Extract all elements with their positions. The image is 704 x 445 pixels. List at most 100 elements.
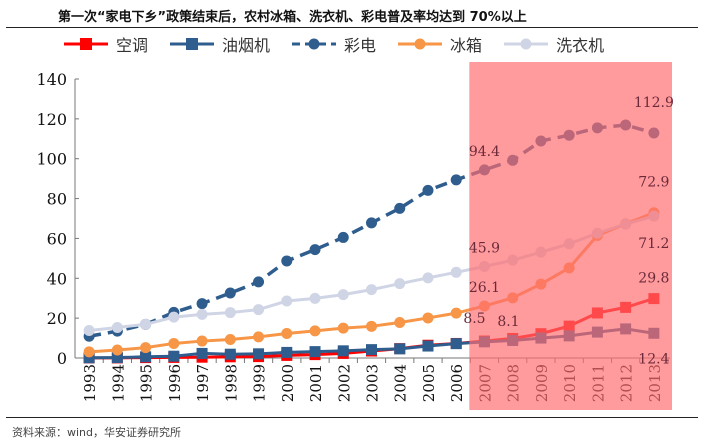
x-tick-label: 1998 [222, 364, 240, 402]
y-tick-label: 100 [36, 150, 67, 169]
data-label: 12.4 [638, 351, 669, 367]
x-tick-label: 2003 [364, 364, 382, 402]
data-point [83, 324, 95, 336]
data-point [366, 284, 377, 296]
data-point [224, 348, 236, 360]
data-point [394, 317, 406, 329]
data-point [253, 331, 265, 343]
highlight-region [469, 62, 672, 410]
source-note: 资料来源：wind，华安证券研究所 [12, 426, 182, 439]
legend-label: 空调 [116, 36, 149, 55]
data-point [140, 351, 152, 363]
data-point [111, 344, 123, 356]
data-point [309, 244, 321, 256]
x-tick-label: 1997 [194, 364, 212, 402]
data-point [168, 311, 180, 323]
data-point [168, 350, 180, 362]
data-point [224, 333, 236, 345]
data-point [337, 231, 349, 243]
data-point [281, 255, 293, 267]
data-point [366, 344, 377, 356]
data-point [450, 307, 462, 319]
bottom-divider [6, 417, 698, 418]
data-point [450, 266, 462, 278]
data-point [422, 184, 434, 196]
legend-item: 冰箱 [396, 32, 482, 56]
data-point [196, 298, 208, 310]
data-label: 45.9 [469, 241, 500, 257]
y-tick-label: 20 [47, 309, 67, 328]
data-point [450, 174, 462, 186]
data-point [196, 308, 208, 320]
legend-swatch-icon [170, 38, 215, 50]
data-label: 8.5 [463, 311, 485, 327]
data-point [309, 292, 321, 304]
x-tick-label: 1999 [251, 364, 269, 402]
x-tick-label: 1993 [81, 364, 99, 402]
data-point [168, 337, 180, 349]
x-tick-label: 1995 [138, 364, 156, 402]
data-point [394, 278, 406, 290]
x-tick-label: 2000 [279, 364, 297, 402]
data-point [224, 287, 236, 299]
data-label: 72.9 [638, 175, 669, 191]
y-tick-label: 40 [47, 269, 67, 288]
data-point [337, 289, 349, 301]
data-point [196, 335, 208, 347]
x-tick-label: 2002 [335, 364, 353, 402]
data-point [281, 295, 293, 307]
legend-label: 油烟机 [222, 36, 271, 55]
data-point [111, 322, 123, 334]
data-point [450, 338, 462, 350]
data-label: 26.1 [469, 280, 500, 296]
data-point [281, 346, 293, 358]
legend-item: 彩电 [290, 32, 376, 56]
data-label: 29.8 [638, 271, 669, 287]
data-point [422, 340, 434, 352]
data-point [224, 307, 236, 319]
x-tick-label: 2006 [448, 364, 466, 402]
data-point [253, 348, 265, 360]
data-point [309, 346, 321, 358]
x-tick-label: 1994 [109, 364, 127, 402]
data-point [337, 322, 349, 334]
top-divider [6, 27, 698, 28]
legend-label: 彩电 [344, 36, 377, 55]
data-point [394, 202, 406, 214]
data-point [111, 352, 123, 364]
data-label: 94.4 [469, 144, 500, 160]
data-point [83, 352, 95, 364]
legend-swatch-icon [504, 38, 549, 50]
data-point [253, 304, 265, 316]
x-tick-label: 2005 [420, 364, 438, 402]
legend-swatch-icon [398, 38, 443, 50]
y-tick-label: 80 [47, 190, 67, 209]
data-point [366, 217, 377, 229]
legend-label: 冰箱 [450, 36, 483, 55]
legend-swatch-icon [64, 38, 108, 50]
legend-label: 洗衣机 [556, 36, 605, 55]
data-point [422, 272, 434, 284]
legend: 空调 油烟机 彩电 冰箱 洗衣机 [62, 32, 604, 56]
data-point [337, 345, 349, 357]
legend-item: 空调 [62, 32, 148, 56]
data-point [196, 347, 208, 359]
chart-title: 第一次“家电下乡”政策结束后，农村冰箱、洗衣机、彩电普及率均达到 70%以上 [58, 10, 527, 25]
data-label: 71.2 [638, 236, 669, 252]
x-tick-label: 2001 [307, 364, 325, 402]
data-label: 8.1 [497, 314, 519, 330]
y-tick-label: 120 [36, 110, 67, 129]
data-point [394, 343, 406, 355]
y-tick-label: 140 [36, 70, 67, 89]
legend-swatch-icon [292, 38, 337, 50]
x-tick-label: 1996 [166, 364, 184, 402]
data-point [309, 325, 321, 337]
data-point [366, 320, 377, 332]
data-point [83, 346, 95, 358]
data-point [281, 327, 293, 339]
legend-item: 洗衣机 [502, 32, 604, 56]
legend-item: 油烟机 [168, 32, 270, 56]
x-tick-label: 2004 [392, 364, 410, 402]
